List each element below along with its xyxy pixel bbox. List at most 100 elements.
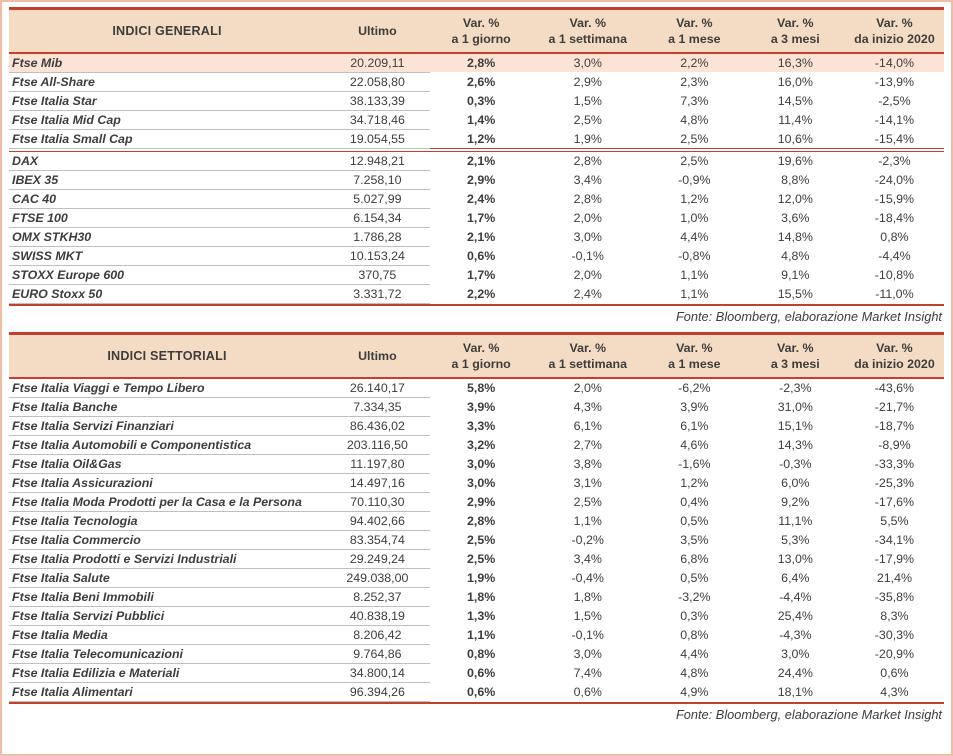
table-row: Ftse Italia Small Cap 19.054,55 1,2% 1,9% 2,…	[9, 129, 944, 149]
column-header: Var. % a 1 settimana	[532, 7, 643, 55]
table-row: Ftse Italia Tecnologia 94.402,66 2,8% 1,1% 0…	[9, 511, 944, 531]
variation-cell: 31,0%	[777, 399, 813, 414]
last-value-cell: 34.800,14	[325, 663, 430, 683]
column-header-line1: Var. %	[876, 340, 913, 355]
variation-cell: 5,5%	[880, 513, 909, 528]
column-header-line2: a 3 mesi	[770, 356, 820, 371]
variation-cell: 13,0%	[777, 551, 813, 566]
sector-indices-table: INDICI SETTORIALI Ultimo Var. % a 1 giorno…	[9, 331, 944, 702]
index-name-cell: EURO Stoxx 50	[9, 284, 326, 304]
column-header-line2: da inizio 2020	[854, 356, 935, 371]
last-value-cell: 5.027,99	[325, 189, 430, 209]
variation-cell: -21,7%	[874, 399, 915, 414]
variation-cell: 1,1%	[467, 627, 496, 642]
last-value-cell: 38.133,39	[325, 91, 430, 111]
index-name-cell: Ftse Italia Telecomunicazioni	[9, 644, 326, 664]
variation-cell: 3,4%	[573, 551, 602, 566]
column-header: Var. % a 1 mese	[642, 7, 746, 55]
column-header-line2: a 1 mese	[668, 356, 721, 371]
variation-cell: 2,6%	[467, 74, 496, 89]
index-name-cell: IBEX 35	[9, 170, 326, 190]
column-header-line1: Var. %	[676, 16, 713, 30]
variation-cell: 7,4%	[573, 665, 602, 680]
table-row: Ftse Mib 20.209,11 2,8% 3,0% 2,2% 16,3% -14,0%	[9, 53, 944, 73]
variation-cell: 2,8%	[429, 53, 533, 73]
variation-cell: 0,8%	[680, 627, 709, 642]
variation-cell: 3,0%	[573, 646, 602, 661]
variation-cell: -34,1%	[874, 532, 915, 547]
variation-cell: -0,9%	[678, 172, 711, 187]
index-name-cell: CAC 40	[9, 189, 326, 209]
last-value-cell: 10.153,24	[325, 246, 430, 266]
variation-cell: -18,4%	[874, 210, 915, 225]
variation-cell: 1,5%	[573, 608, 602, 623]
table-row: Ftse Italia Salute 249.038,00 1,9% -0,4% 0,5…	[9, 568, 944, 588]
index-name-cell: SWISS MKT	[9, 246, 326, 266]
variation-cell: 1,2%	[680, 191, 709, 206]
variation-cell: 1,8%	[573, 589, 602, 604]
variation-cell: 3,0%	[781, 646, 810, 661]
general-indices-section: INDICI GENERALI Ultimo Var. % a 1 giorno Va…	[9, 7, 944, 326]
table-row: IBEX 35 7.258,10 2,9% 3,4% -0,9% 8,8% -24,0%	[9, 170, 944, 190]
variation-cell: -17,6%	[874, 494, 915, 509]
index-name-cell: Ftse Italia Edilizia e Materiali	[9, 663, 326, 683]
table-row: Ftse Italia Viaggi e Tempo Libero 26.140,…	[9, 378, 944, 398]
column-header-line1: Var. %	[569, 340, 606, 355]
variation-cell: -0,4%	[571, 570, 604, 585]
last-value-cell: 83.354,74	[325, 530, 430, 550]
variation-cell: 5,3%	[781, 532, 810, 547]
table-row: Ftse Italia Moda Prodotti per la Casa e …	[9, 492, 944, 512]
table-row: Ftse Italia Prodotti e Servizi Industria…	[9, 549, 944, 569]
last-value-cell: 14.497,16	[325, 473, 430, 493]
column-header-line2: da inizio 2020	[854, 32, 935, 47]
table-row: Ftse Italia Beni Immobili 8.252,37 1,8% 1,8…	[9, 587, 944, 607]
variation-cell: 2,5%	[573, 494, 602, 509]
column-header: Var. % a 1 settimana	[532, 331, 643, 379]
variation-cell: 1,0%	[680, 210, 709, 225]
source-note: Fonte: Bloomberg, elaborazione Market In…	[9, 303, 944, 326]
last-value-cell: 12.948,21	[325, 151, 430, 171]
last-value-cell: 3.331,72	[325, 284, 430, 304]
variation-cell: 0,3%	[467, 93, 496, 108]
variation-cell: 19,6%	[777, 154, 813, 168]
last-value-cell: 96.394,26	[325, 682, 430, 702]
variation-cell: -0,1%	[571, 627, 604, 642]
variation-cell: 2,5%	[573, 112, 602, 127]
table-row: OMX STKH30 1.786,28 2,1% 3,0% 4,4% 14,8% 0,8%	[9, 227, 944, 247]
variation-cell: 4,4%	[680, 646, 709, 661]
variation-cell: 16,3%	[745, 53, 845, 73]
variation-cell: 0,5%	[680, 513, 709, 528]
variation-cell: 1,9%	[467, 570, 496, 585]
table-row: DAX 12.948,21 2,1% 2,8% 2,5% 19,6% -2,3%	[9, 151, 944, 171]
column-header: Ultimo	[325, 7, 430, 55]
sector-indices-section: INDICI SETTORIALI Ultimo Var. % a 1 giorno…	[9, 331, 944, 724]
variation-cell: 4,8%	[680, 112, 709, 127]
index-name-cell: Ftse Italia Tecnologia	[9, 511, 326, 531]
variation-cell: 0,6%	[467, 665, 496, 680]
column-header-line2: a 1 settimana	[548, 32, 627, 47]
variation-cell: 11,1%	[778, 513, 813, 528]
variation-cell: -3,2%	[678, 589, 711, 604]
variation-cell: 1,3%	[467, 608, 496, 623]
table-row: Ftse Italia Banche 7.334,35 3,9% 4,3% 3,9% 31…	[9, 397, 944, 417]
variation-cell: 1,5%	[573, 93, 602, 108]
variation-cell: 1,1%	[573, 513, 602, 528]
variation-cell: 0,8%	[880, 229, 909, 244]
index-name-cell: DAX	[9, 151, 326, 171]
column-header-line1: Var. %	[676, 340, 713, 355]
variation-cell: 24,4%	[777, 665, 813, 680]
index-name-cell: Ftse Italia Moda Prodotti per la Casa e …	[9, 492, 326, 512]
variation-cell: 16,0%	[777, 74, 813, 89]
source-note: Fonte: Bloomberg, elaborazione Market In…	[9, 701, 944, 724]
variation-cell: 1,1%	[680, 267, 709, 282]
header-row: INDICI SETTORIALI Ultimo Var. % a 1 giorno…	[9, 331, 944, 379]
table-row: SWISS MKT 10.153,24 0,6% -0,1% -0,8% 4,8% -4,4…	[9, 246, 944, 266]
variation-cell: 3,2%	[467, 437, 496, 452]
last-value-cell: 86.436,02	[325, 416, 430, 436]
variation-cell: 14,5%	[777, 93, 813, 108]
variation-cell: -2,5%	[878, 93, 911, 108]
index-name-cell: Ftse Italia Prodotti e Servizi Industria…	[9, 549, 326, 569]
last-value-cell: 29.249,24	[325, 549, 430, 569]
variation-cell: -25,3%	[874, 475, 915, 490]
variation-cell: 2,2%	[467, 286, 496, 301]
